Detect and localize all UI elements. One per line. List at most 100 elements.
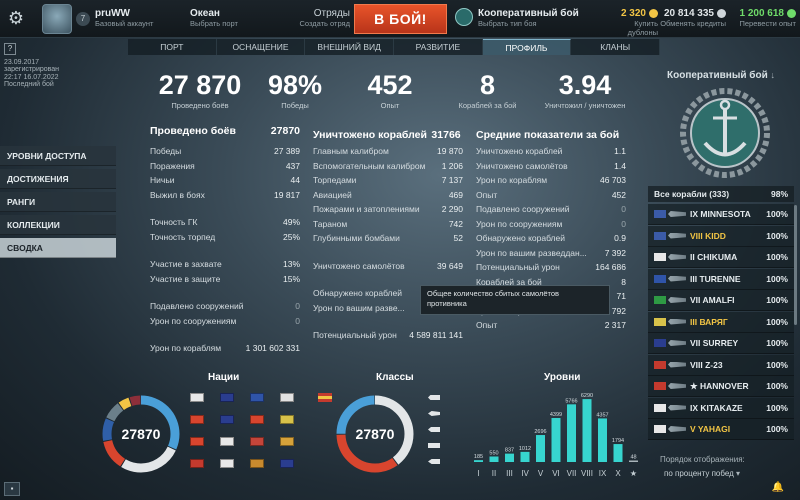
credits-value: 20 814 335	[663, 8, 714, 19]
tooltip-line-1: Общее количество сбитых самолётов	[427, 289, 560, 298]
stat-kills: 8 Кораблей за бой	[440, 70, 535, 110]
col2-row: Тараном 742	[313, 217, 463, 232]
ship-silhouette-icon	[668, 404, 686, 411]
menu-item-1[interactable]: ДОСТИЖЕНИЯ	[0, 169, 116, 189]
ship-row[interactable]: III TURENNE 100%	[648, 268, 794, 290]
account-block[interactable]: pruWW Базовый аккаунт	[95, 8, 154, 28]
col3-row-label: Уничтожено кораблей	[476, 146, 563, 156]
sort-selector[interactable]: по проценту побед ▾	[664, 469, 740, 478]
col2-row: Главным калибром 19 870	[313, 144, 463, 159]
col3-row-label: Потенциальный урон	[476, 262, 560, 272]
col2-row-value: 39 649	[437, 260, 463, 271]
col1-row: Поражения 437	[150, 159, 300, 174]
tab-2[interactable]: ВНЕШНИЙ ВИД	[305, 39, 395, 55]
menu-item-0[interactable]: УРОВНИ ДОСТУПА	[0, 146, 116, 166]
ship-row[interactable]: IX KITAKAZE 100%	[648, 397, 794, 419]
tier-tick-label: ★	[630, 469, 637, 478]
ships-header[interactable]: Все корабли (333) 98%	[648, 186, 794, 202]
ship-row[interactable]: ★ HANNOVER 100%	[648, 376, 794, 397]
chat-icon[interactable]: ▪	[4, 482, 20, 496]
ship-list-scrollbar[interactable]	[794, 205, 797, 325]
doubloons-block[interactable]: 2 320 Купить дублоны	[606, 8, 658, 37]
nations-title: Нации	[208, 372, 240, 383]
col1-row-label: Выжил в боях	[150, 189, 205, 200]
ship-silhouette-icon	[668, 426, 686, 432]
stat-wins: 98% Победы	[255, 70, 335, 110]
chevron-down-icon: ↓	[770, 70, 776, 80]
tab-5[interactable]: КЛАНЫ	[571, 39, 661, 55]
credits-block[interactable]: 20 814 335 Обменять кредиты	[660, 8, 726, 28]
col3-row-value: 452	[611, 189, 626, 200]
nation-flag-icon	[654, 425, 666, 433]
ship-win-rate: 100%	[766, 316, 788, 327]
col2-row: Потенциальный урон 4 589 811 141	[313, 328, 463, 343]
battle-type-selector[interactable]: Кооперативный бой Выбрать тип боя	[478, 8, 579, 28]
nation-flag-icon	[190, 437, 204, 446]
tab-3[interactable]: РАЗВИТИЕ	[394, 39, 483, 55]
ship-name: II CHIKUMA	[690, 252, 738, 262]
ship-row[interactable]: VII SURREY 100%	[648, 333, 794, 354]
stat-wins-label: Победы	[281, 101, 309, 110]
col1-row-value: 0	[295, 315, 300, 326]
tab-0[interactable]: ПОРТ	[128, 39, 217, 55]
ships-header-pct: 98%	[770, 189, 788, 199]
tier-value-label: 550	[489, 451, 498, 457]
ship-row[interactable]: III ВАРЯГ 100%	[648, 311, 794, 333]
nations-segment	[102, 395, 180, 473]
ship-row[interactable]: VII AMALFI 100%	[648, 290, 794, 311]
ship-row[interactable]: IX MINNESOTA 100%	[648, 204, 794, 225]
col1-row-value: 19 817	[274, 189, 300, 200]
col1-row: Точность торпед 25%	[150, 230, 300, 245]
ship-silhouette-icon	[668, 318, 686, 325]
col1-row-value: 25%	[282, 231, 300, 242]
col1-title-value: 27870	[270, 125, 300, 137]
nation-flag-icon	[280, 459, 294, 468]
nation-flag-icon	[654, 403, 666, 412]
sort-label: Порядок отображения:	[660, 455, 745, 464]
col2-row-label: Урон по вашим разве...	[313, 302, 405, 313]
tier-tick-label: I	[477, 469, 479, 478]
col1-row: Участие в захвате 13%	[150, 257, 300, 272]
gear-icon[interactable]: ⚙	[7, 8, 25, 28]
col2-row-label: Тараном	[313, 218, 348, 229]
battle-button[interactable]: В БОЙ!	[354, 4, 447, 34]
battle-type-icon	[455, 8, 473, 26]
ship-win-rate: 100%	[766, 359, 788, 370]
nation-flag-icon	[654, 274, 666, 283]
ship-row[interactable]: V YAHAGI 100%	[648, 419, 794, 440]
free-xp-block[interactable]: 1 200 618 Перевести опыт	[730, 8, 796, 28]
col1-row: Выжил в боях 19 817	[150, 188, 300, 203]
ship-silhouette-icon	[668, 383, 686, 389]
ship-win-rate: 100%	[766, 424, 788, 434]
col1-row-label: Урон по кораблям	[150, 343, 222, 353]
menu-item-3[interactable]: КОЛЛЕКЦИИ	[0, 215, 116, 235]
col2-row-label: Авиацией	[313, 189, 352, 200]
col3-row: Урон по сооружениям 0	[476, 217, 626, 232]
cruiser-class-icon	[428, 427, 440, 432]
menu-item-2[interactable]: РАНГИ	[0, 192, 116, 212]
help-icon[interactable]: ?	[4, 43, 16, 55]
port-selector[interactable]: Океан Выбрать порт	[190, 8, 238, 28]
tooltip: Общее количество сбитых самолётов против…	[420, 285, 610, 315]
col3-row: Обнаружено кораблей 0.9	[476, 231, 626, 246]
notification-bell-icon[interactable]: 🔔	[771, 482, 785, 493]
ship-name: III TURENNE	[690, 273, 741, 284]
squad-button[interactable]: Отряды Создать отряд	[270, 8, 350, 28]
col3-row-value: 71	[616, 291, 626, 301]
tab-4[interactable]: ПРОФИЛЬ	[482, 39, 572, 55]
col2-row-label: Пожарами и затоплениями	[313, 204, 420, 214]
avatar[interactable]	[42, 4, 72, 34]
mode-selector[interactable]: Кооперативный бой ↓	[667, 70, 775, 81]
tier-bar	[598, 418, 607, 462]
col1-row-label: Участие в захвате	[150, 259, 222, 269]
ship-row[interactable]: II CHIKUMA 100%	[648, 247, 794, 268]
tier-value-label: 5766	[565, 398, 577, 404]
free-xp-icon	[787, 8, 796, 18]
tier-value-label: 2696	[534, 429, 546, 435]
menu-item-4[interactable]: СВОДКА	[0, 238, 116, 258]
tab-1[interactable]: ОСНАЩЕНИЕ	[216, 39, 306, 55]
col2-row-value: 469	[448, 189, 463, 200]
ship-row[interactable]: VIII KIDD 100%	[648, 225, 794, 247]
ship-row[interactable]: VIII Z-23 100%	[648, 354, 794, 376]
col3-row-value: 2 317	[604, 320, 626, 330]
